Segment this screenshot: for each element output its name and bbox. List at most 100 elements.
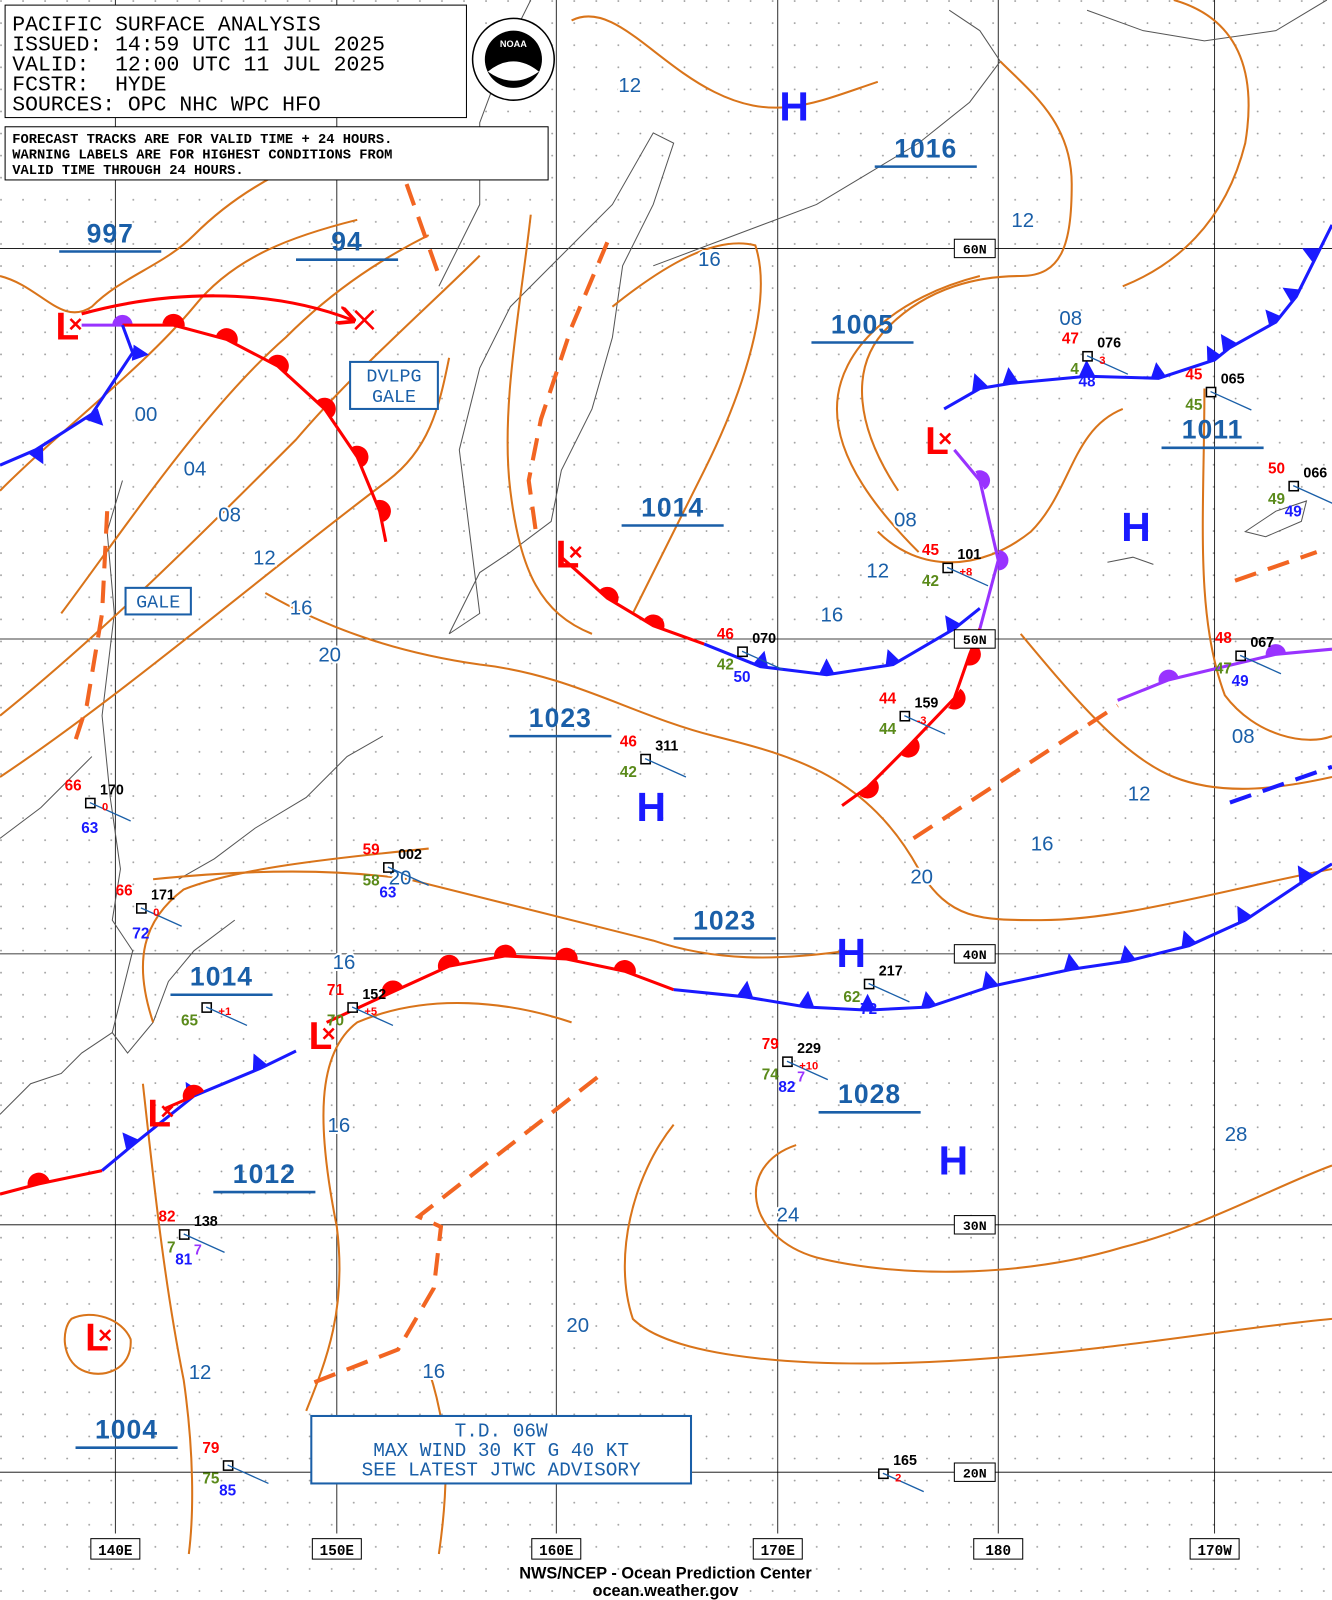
station-sst: 81	[175, 1252, 193, 1269]
station-dew: 58	[363, 872, 381, 889]
station-temp: 66	[116, 883, 133, 900]
station-dew: 70	[327, 1012, 344, 1029]
low-x	[69, 318, 82, 331]
wind-barb	[786, 1060, 829, 1081]
warning-box	[349, 360, 439, 410]
station-sst: 63	[379, 885, 396, 902]
isobar-label: 16	[698, 249, 721, 271]
wind-barb	[89, 801, 131, 822]
station-temp: 47	[1062, 331, 1079, 348]
logo-gull	[487, 61, 539, 81]
wind-barb	[205, 1006, 248, 1027]
lon-label: 160E	[539, 1544, 573, 1560]
low-center: L	[556, 533, 580, 576]
lat-label-box	[953, 629, 996, 649]
central-pressure: 1011	[1182, 415, 1244, 445]
station-sst: 49	[1285, 503, 1302, 520]
isobar-label: 20	[910, 866, 933, 888]
lat-label: 50N	[963, 633, 987, 648]
station-id: 076	[1097, 336, 1121, 352]
station-tend: -3	[917, 715, 927, 727]
lon-label-box	[752, 1538, 803, 1560]
isobar-label: 08	[1232, 726, 1255, 748]
lat-label-box	[953, 1462, 996, 1482]
wind-barb	[741, 650, 784, 671]
isobar-label: 12	[1128, 783, 1151, 805]
station-sst: 63	[81, 820, 98, 837]
low-x	[939, 432, 952, 445]
lat-label-box	[953, 238, 996, 259]
station-sst: 49	[1232, 673, 1249, 690]
station-id: 065	[1221, 371, 1245, 387]
station-id: 229	[797, 1041, 821, 1057]
station-temp: 45	[1185, 366, 1203, 383]
lat-label: 20N	[963, 1466, 987, 1481]
high-center: H	[939, 1138, 968, 1184]
station-dew: 42	[922, 573, 939, 590]
low-x	[569, 546, 582, 559]
fronts	[0, 224, 1332, 1196]
isobar-label: 16	[821, 605, 844, 627]
lon-label: 140E	[98, 1544, 132, 1560]
header-line: FCSTR: HYDE	[12, 73, 166, 97]
note: FORECAST TRACKS ARE FOR VALID TIME + 24 …	[12, 133, 392, 179]
lon-label: 170E	[761, 1544, 795, 1560]
high-center: H	[636, 784, 665, 830]
station-tend: +5	[364, 1006, 377, 1018]
isobar-label: 12	[618, 75, 641, 97]
lon-label-box	[973, 1538, 1024, 1560]
station-id: 067	[1250, 635, 1274, 651]
station-dew: 45	[1185, 397, 1203, 414]
wind-barb	[644, 757, 687, 778]
header-box	[4, 4, 467, 119]
warning-box	[124, 586, 192, 616]
wind-barb	[882, 1472, 924, 1493]
wind-barb	[868, 982, 910, 1003]
station-id: 171	[151, 888, 175, 904]
warning-text: GALE	[136, 592, 180, 613]
high-center: H	[837, 930, 866, 976]
station-temp: 82	[159, 1209, 176, 1226]
low-center: L	[309, 1015, 333, 1058]
station-tend: 3	[1099, 355, 1105, 367]
station-sst: 72	[132, 926, 149, 943]
central-pressure: 1028	[838, 1079, 901, 1109]
station-sst: 48	[1079, 373, 1097, 390]
isobar-label: 16	[328, 1115, 351, 1137]
low-x	[161, 1105, 174, 1118]
high-center: H	[1121, 504, 1150, 550]
wind-barb	[183, 1233, 225, 1254]
lon-label-box	[1189, 1538, 1240, 1560]
low-center: L	[56, 305, 80, 348]
station-tend: 2	[895, 1472, 901, 1484]
lat-label: 40N	[963, 948, 987, 963]
lon-label: 180	[985, 1544, 1011, 1560]
station-sst: 50	[734, 669, 751, 686]
lon-label-box	[311, 1538, 362, 1560]
wind-barb	[387, 866, 429, 886]
wind-barb	[946, 566, 989, 587]
station-temp: 79	[202, 1440, 219, 1457]
station-temp: 44	[879, 690, 897, 707]
station-tend: +10	[799, 1060, 818, 1072]
station-id: 101	[957, 547, 981, 563]
station-id: 138	[194, 1214, 218, 1230]
isobar-label: 12	[866, 561, 889, 583]
central-pressure: 1004	[95, 1414, 158, 1444]
advisory-text: SEE LATEST JTWC ADVISORY	[362, 1459, 641, 1481]
lat-label: 60N	[963, 243, 987, 258]
central-pressure: 1023	[529, 703, 592, 733]
central-pressure: 1016	[894, 133, 957, 163]
isobar-label: 20	[318, 644, 341, 666]
station-sst: 82	[778, 1079, 795, 1096]
lon-label: 150E	[320, 1544, 354, 1560]
station-tend: +8	[959, 567, 972, 579]
track-x	[354, 309, 375, 331]
advisory-text: T.D. 06W	[455, 1420, 548, 1442]
wind-barb	[1210, 390, 1252, 411]
central-pressure: 997	[87, 218, 134, 248]
station-dew: 74	[762, 1067, 780, 1084]
wind-barb	[140, 907, 182, 927]
wind-barb	[227, 1464, 269, 1485]
